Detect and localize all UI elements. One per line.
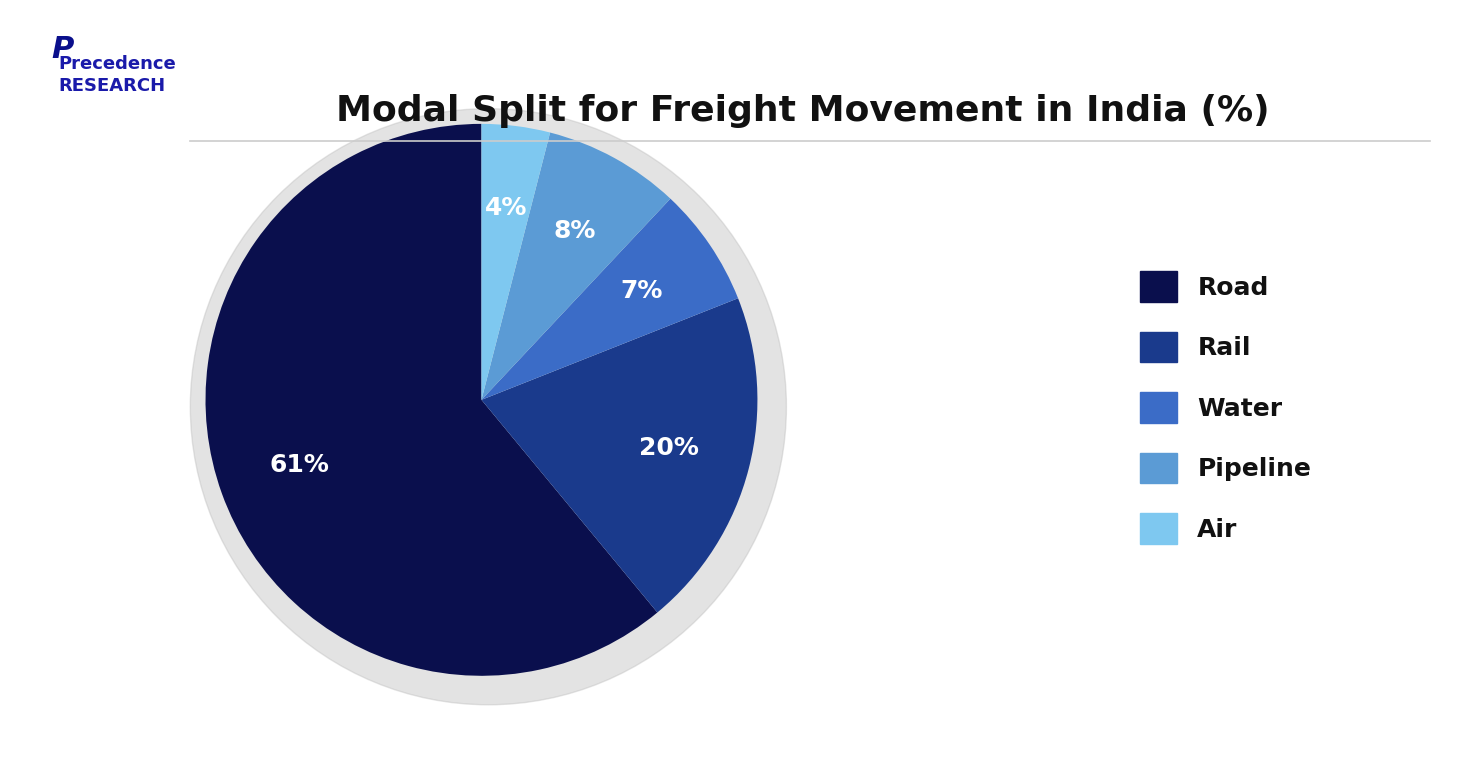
Text: Precedence
RESEARCH: Precedence RESEARCH: [58, 55, 177, 95]
Wedge shape: [481, 124, 550, 400]
Circle shape: [190, 109, 786, 705]
Legend: Road, Rail, Water, Pipeline, Air: Road, Rail, Water, Pipeline, Air: [1129, 261, 1322, 554]
Wedge shape: [206, 124, 658, 676]
Wedge shape: [481, 198, 738, 400]
Text: P: P: [51, 35, 73, 64]
Text: 8%: 8%: [553, 219, 595, 242]
Text: 61%: 61%: [270, 453, 330, 477]
Text: 4%: 4%: [484, 196, 527, 220]
Text: 7%: 7%: [620, 279, 662, 303]
Text: 20%: 20%: [639, 436, 699, 460]
Text: Modal Split for Freight Movement in India (%): Modal Split for Freight Movement in Indi…: [336, 94, 1269, 128]
Wedge shape: [481, 132, 670, 400]
Wedge shape: [481, 298, 757, 612]
